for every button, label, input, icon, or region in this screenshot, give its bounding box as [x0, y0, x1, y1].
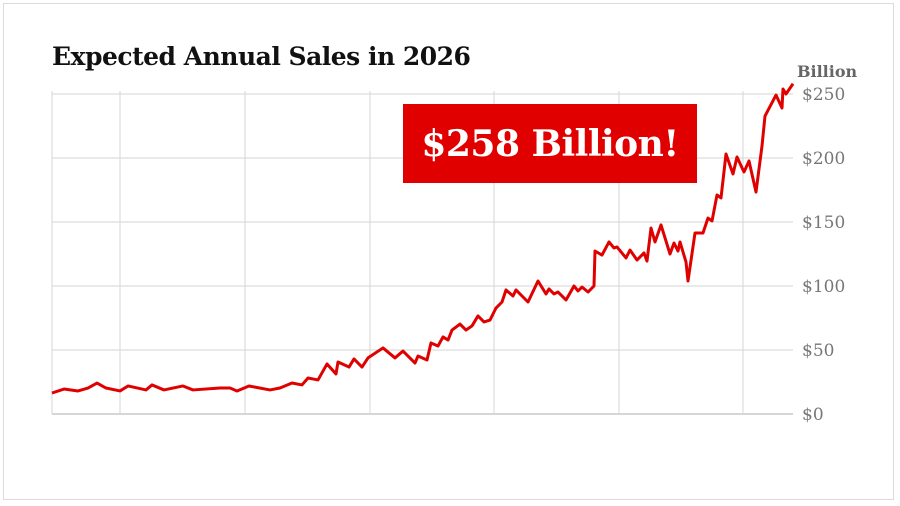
y-tick-label: $100 — [802, 277, 845, 297]
y-tick-label: $150 — [802, 213, 845, 233]
annotation-badge: $258 Billion! — [403, 104, 697, 183]
y-axis-label: Billion — [797, 62, 858, 81]
y-tick-label: $0 — [802, 405, 824, 425]
chart-title: Expected Annual Sales in 2026 — [52, 42, 471, 71]
series — [51, 82, 795, 395]
sales-line — [51, 82, 795, 395]
y-tick-label: $200 — [802, 149, 845, 169]
y-tick-label: $50 — [802, 341, 834, 361]
grid — [51, 91, 793, 415]
chart-frame — [3, 3, 894, 500]
y-tick-label: $250 — [802, 85, 845, 105]
y-axis: $0 $50 $100 $150 $200 $250 — [802, 85, 845, 425]
